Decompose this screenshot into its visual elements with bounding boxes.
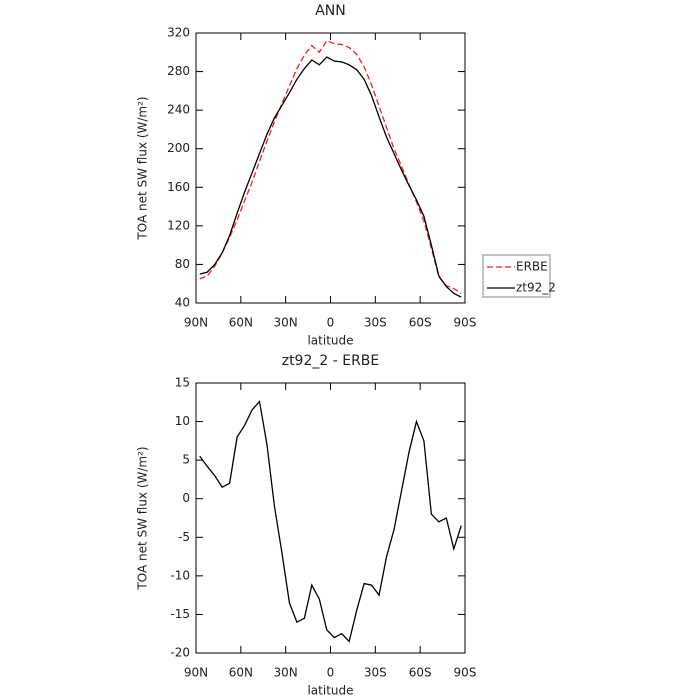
plot-frame	[195, 382, 466, 654]
y-tick-label: 80	[175, 257, 190, 271]
y-tick-label: 320	[167, 26, 190, 40]
x-tick-label: 60N	[229, 666, 253, 680]
y-tick-label: 200	[167, 141, 190, 155]
y-tick-label: -10	[170, 568, 190, 582]
y-tick-label: -15	[170, 607, 190, 621]
x-tick-label: 30N	[274, 666, 298, 680]
x-tick-label: 30S	[364, 316, 387, 330]
x-tick-label: 60N	[229, 316, 253, 330]
y-tick-label: 40	[175, 296, 190, 310]
x-tick-label: 90N	[184, 316, 208, 330]
data-line	[199, 39, 462, 294]
y-tick-label: 120	[167, 218, 190, 232]
y-tick-label: 280	[167, 64, 190, 78]
legend-label: zt92_2	[516, 281, 556, 295]
legend-box	[482, 254, 551, 298]
x-tick-label: 0	[327, 666, 335, 680]
y-tick-label: 5	[182, 453, 190, 467]
plot-frame	[195, 32, 466, 304]
legend-label: ERBE	[516, 260, 548, 274]
x-tick-label: 0	[327, 316, 335, 330]
x-tick-label: 60S	[409, 666, 432, 680]
x-tick-label: 90N	[184, 666, 208, 680]
x-tick-label: 90S	[454, 666, 477, 680]
x-tick-label: 90S	[454, 316, 477, 330]
chart-title: zt92_2 - ERBE	[282, 353, 380, 369]
chart-title: ANN	[315, 3, 346, 19]
x-tick-label: 30N	[274, 316, 298, 330]
y-tick-label: -20	[170, 646, 190, 660]
y-tick-label: 15	[175, 376, 190, 390]
y-tick-label: 160	[167, 180, 190, 194]
y-tick-label: 240	[167, 103, 190, 117]
data-line	[199, 400, 462, 643]
x-axis-label: latitude	[307, 684, 353, 698]
y-axis-label: TOA net SW flux (W/m²)	[136, 446, 150, 590]
y-axis-label: TOA net SW flux (W/m²)	[136, 96, 150, 240]
y-tick-label: 10	[175, 414, 190, 428]
x-axis-label: latitude	[307, 334, 353, 348]
y-tick-label: 0	[182, 491, 190, 505]
x-tick-label: 60S	[409, 316, 432, 330]
x-tick-label: 30S	[364, 666, 387, 680]
data-line	[199, 56, 462, 298]
y-tick-label: -5	[178, 530, 190, 544]
